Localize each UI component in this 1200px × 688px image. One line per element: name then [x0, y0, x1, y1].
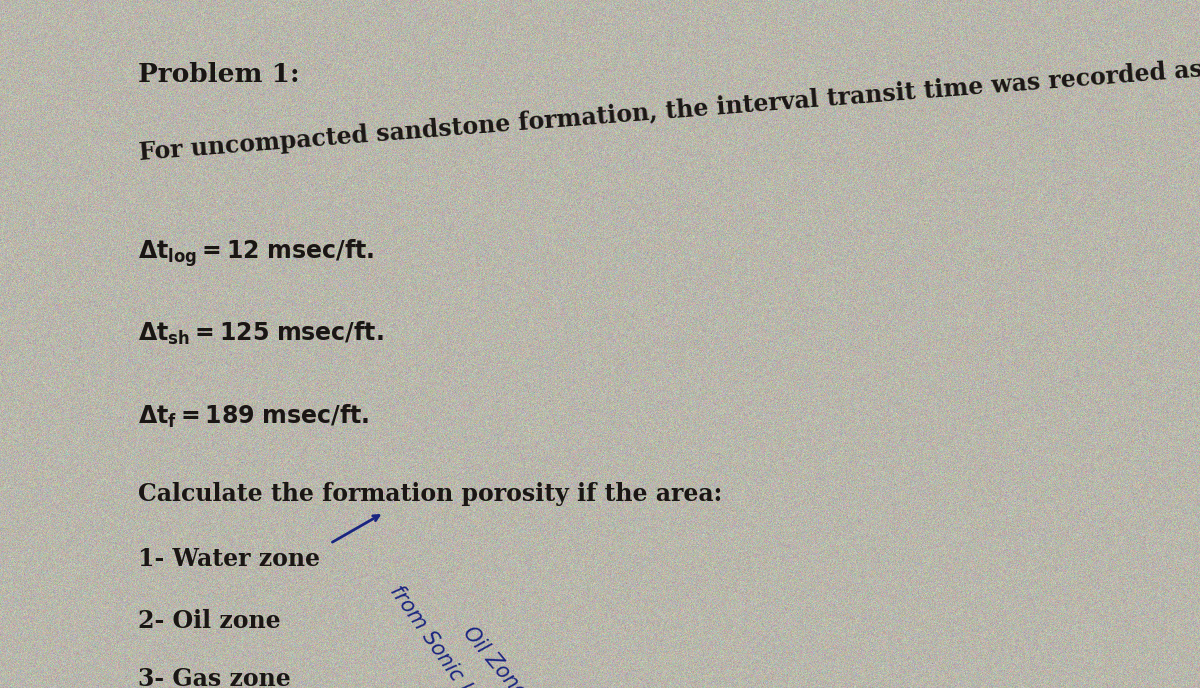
- Text: Calculate the formation porosity if the area:: Calculate the formation porosity if the …: [138, 482, 722, 506]
- Text: $\mathbf{\Delta t_{sh}}$$\mathbf{ = 125\ msec/ft.}$: $\mathbf{\Delta t_{sh}}$$\mathbf{ = 125\…: [138, 320, 384, 347]
- Text: 1- Water zone: 1- Water zone: [138, 547, 320, 571]
- Text: 3- Gas zone: 3- Gas zone: [138, 667, 290, 688]
- Text: Oil Zone: Oil Zone: [458, 623, 530, 688]
- Text: $\mathbf{\Delta t_{f}}$$\mathbf{ = 189\ msec/ft.}$: $\mathbf{\Delta t_{f}}$$\mathbf{ = 189\ …: [138, 402, 370, 430]
- Text: For uncompacted sandstone formation, the interval transit time was recorded as f: For uncompacted sandstone formation, the…: [138, 46, 1200, 165]
- Text: Problem 1:: Problem 1:: [138, 62, 300, 87]
- Text: 2- Oil zone: 2- Oil zone: [138, 609, 281, 633]
- Text: $\mathbf{\Delta t_{log}}$$\mathbf{ = 12\ msec/ft.}$: $\mathbf{\Delta t_{log}}$$\mathbf{ = 12\…: [138, 237, 374, 269]
- Text: from Sonic log: from Sonic log: [385, 581, 488, 688]
